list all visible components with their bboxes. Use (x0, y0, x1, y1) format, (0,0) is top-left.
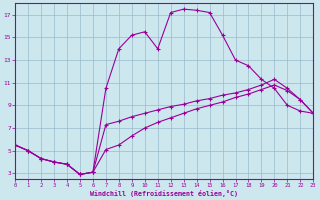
X-axis label: Windchill (Refroidissement éolien,°C): Windchill (Refroidissement éolien,°C) (90, 190, 238, 197)
